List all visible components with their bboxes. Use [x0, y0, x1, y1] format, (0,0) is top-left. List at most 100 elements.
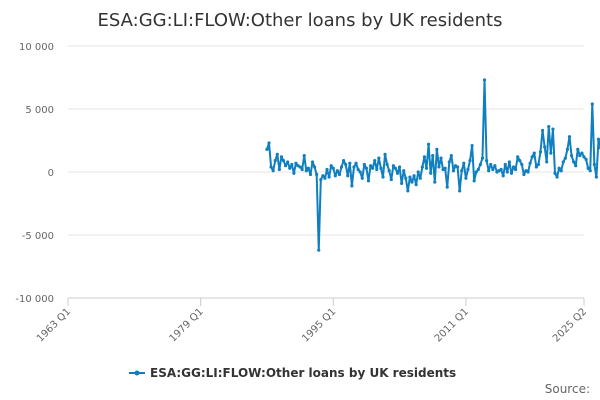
data-point[interactable] — [327, 175, 331, 179]
data-point[interactable] — [590, 102, 594, 106]
data-point[interactable] — [304, 169, 308, 173]
data-point[interactable] — [431, 154, 435, 158]
data-point[interactable] — [414, 183, 418, 187]
data-point[interactable] — [561, 160, 565, 164]
data-point[interactable] — [277, 167, 281, 172]
data-point[interactable] — [460, 169, 464, 173]
data-point[interactable] — [344, 162, 348, 167]
data-point[interactable] — [451, 169, 456, 173]
data-point[interactable] — [545, 160, 549, 164]
data-point[interactable] — [325, 167, 329, 172]
data-point[interactable] — [315, 172, 319, 177]
data-point[interactable] — [354, 161, 358, 165]
data-point[interactable] — [308, 172, 313, 177]
data-point[interactable] — [487, 169, 491, 173]
data-point[interactable] — [476, 167, 480, 172]
data-point[interactable] — [462, 161, 466, 165]
data-point[interactable] — [536, 162, 541, 167]
data-point[interactable] — [528, 161, 532, 165]
data-point[interactable] — [509, 171, 514, 175]
data-point[interactable] — [317, 248, 321, 252]
data-point[interactable] — [491, 167, 495, 172]
data-point[interactable] — [319, 177, 323, 182]
data-point[interactable] — [534, 165, 538, 169]
data-point[interactable] — [271, 169, 275, 173]
data-point[interactable] — [449, 154, 453, 158]
data-point[interactable] — [269, 165, 273, 169]
data-point[interactable] — [379, 166, 383, 170]
data-point[interactable] — [393, 166, 398, 170]
data-point[interactable] — [520, 162, 524, 167]
data-point[interactable] — [443, 166, 447, 170]
data-point[interactable] — [493, 164, 497, 168]
data-point[interactable] — [518, 159, 522, 163]
data-point[interactable] — [331, 166, 335, 170]
data-point[interactable] — [385, 162, 389, 167]
data-point[interactable] — [478, 162, 482, 167]
data-point[interactable] — [288, 166, 292, 170]
data-point[interactable] — [485, 159, 489, 163]
data-point[interactable] — [543, 145, 547, 149]
data-point[interactable] — [358, 170, 362, 174]
data-point[interactable] — [302, 154, 306, 158]
data-point[interactable] — [555, 175, 559, 179]
data-point[interactable] — [576, 147, 580, 151]
data-point[interactable] — [538, 150, 543, 154]
data-point[interactable] — [588, 169, 592, 173]
data-point[interactable] — [375, 167, 379, 172]
data-point[interactable] — [383, 152, 387, 156]
data-point[interactable] — [346, 174, 350, 178]
data-point[interactable] — [472, 179, 476, 183]
data-point[interactable] — [499, 167, 503, 172]
data-point[interactable] — [420, 165, 424, 169]
data-point[interactable] — [335, 169, 339, 173]
data-point[interactable] — [279, 155, 284, 159]
data-point[interactable] — [435, 147, 439, 151]
data-point[interactable] — [265, 147, 269, 151]
data-point[interactable] — [572, 160, 576, 164]
data-point[interactable] — [466, 167, 470, 172]
data-point[interactable] — [437, 165, 441, 169]
data-point[interactable] — [551, 127, 555, 131]
data-point[interactable] — [439, 156, 443, 160]
data-point[interactable] — [323, 176, 327, 180]
data-point[interactable] — [507, 160, 511, 164]
data-point[interactable] — [464, 176, 468, 180]
data-point[interactable] — [557, 166, 561, 170]
data-point[interactable] — [339, 165, 344, 169]
data-point[interactable] — [567, 135, 572, 139]
data-point[interactable] — [362, 162, 366, 167]
data-point[interactable] — [395, 171, 400, 175]
data-point[interactable] — [433, 180, 437, 184]
data-point[interactable] — [547, 125, 551, 129]
data-point[interactable] — [267, 141, 271, 145]
data-point[interactable] — [371, 166, 375, 170]
data-point[interactable] — [455, 165, 460, 169]
legend[interactable]: ESA:GG:LI:FLOW:Other loans by UK residen… — [129, 366, 456, 380]
data-point[interactable] — [522, 172, 526, 177]
data-point[interactable] — [505, 170, 509, 174]
data-point[interactable] — [273, 159, 277, 163]
data-point[interactable] — [514, 167, 518, 172]
data-point[interactable] — [329, 164, 333, 168]
data-point[interactable] — [368, 164, 373, 168]
data-point[interactable] — [313, 165, 317, 169]
data-point[interactable] — [563, 156, 567, 160]
data-point[interactable] — [447, 160, 451, 164]
data-point[interactable] — [283, 164, 288, 168]
data-point[interactable] — [310, 160, 315, 164]
data-point[interactable] — [584, 157, 588, 161]
data-point[interactable] — [373, 159, 377, 163]
data-point[interactable] — [482, 78, 487, 82]
data-point[interactable] — [364, 166, 369, 170]
data-point[interactable] — [275, 152, 279, 156]
data-point[interactable] — [503, 162, 507, 167]
data-point[interactable] — [298, 165, 302, 169]
data-point[interactable] — [381, 175, 385, 179]
data-point[interactable] — [540, 128, 545, 133]
data-point[interactable] — [511, 165, 516, 169]
data-point[interactable] — [412, 174, 416, 178]
data-point[interactable] — [387, 169, 391, 173]
data-point[interactable] — [549, 151, 553, 155]
data-point[interactable] — [574, 164, 578, 168]
